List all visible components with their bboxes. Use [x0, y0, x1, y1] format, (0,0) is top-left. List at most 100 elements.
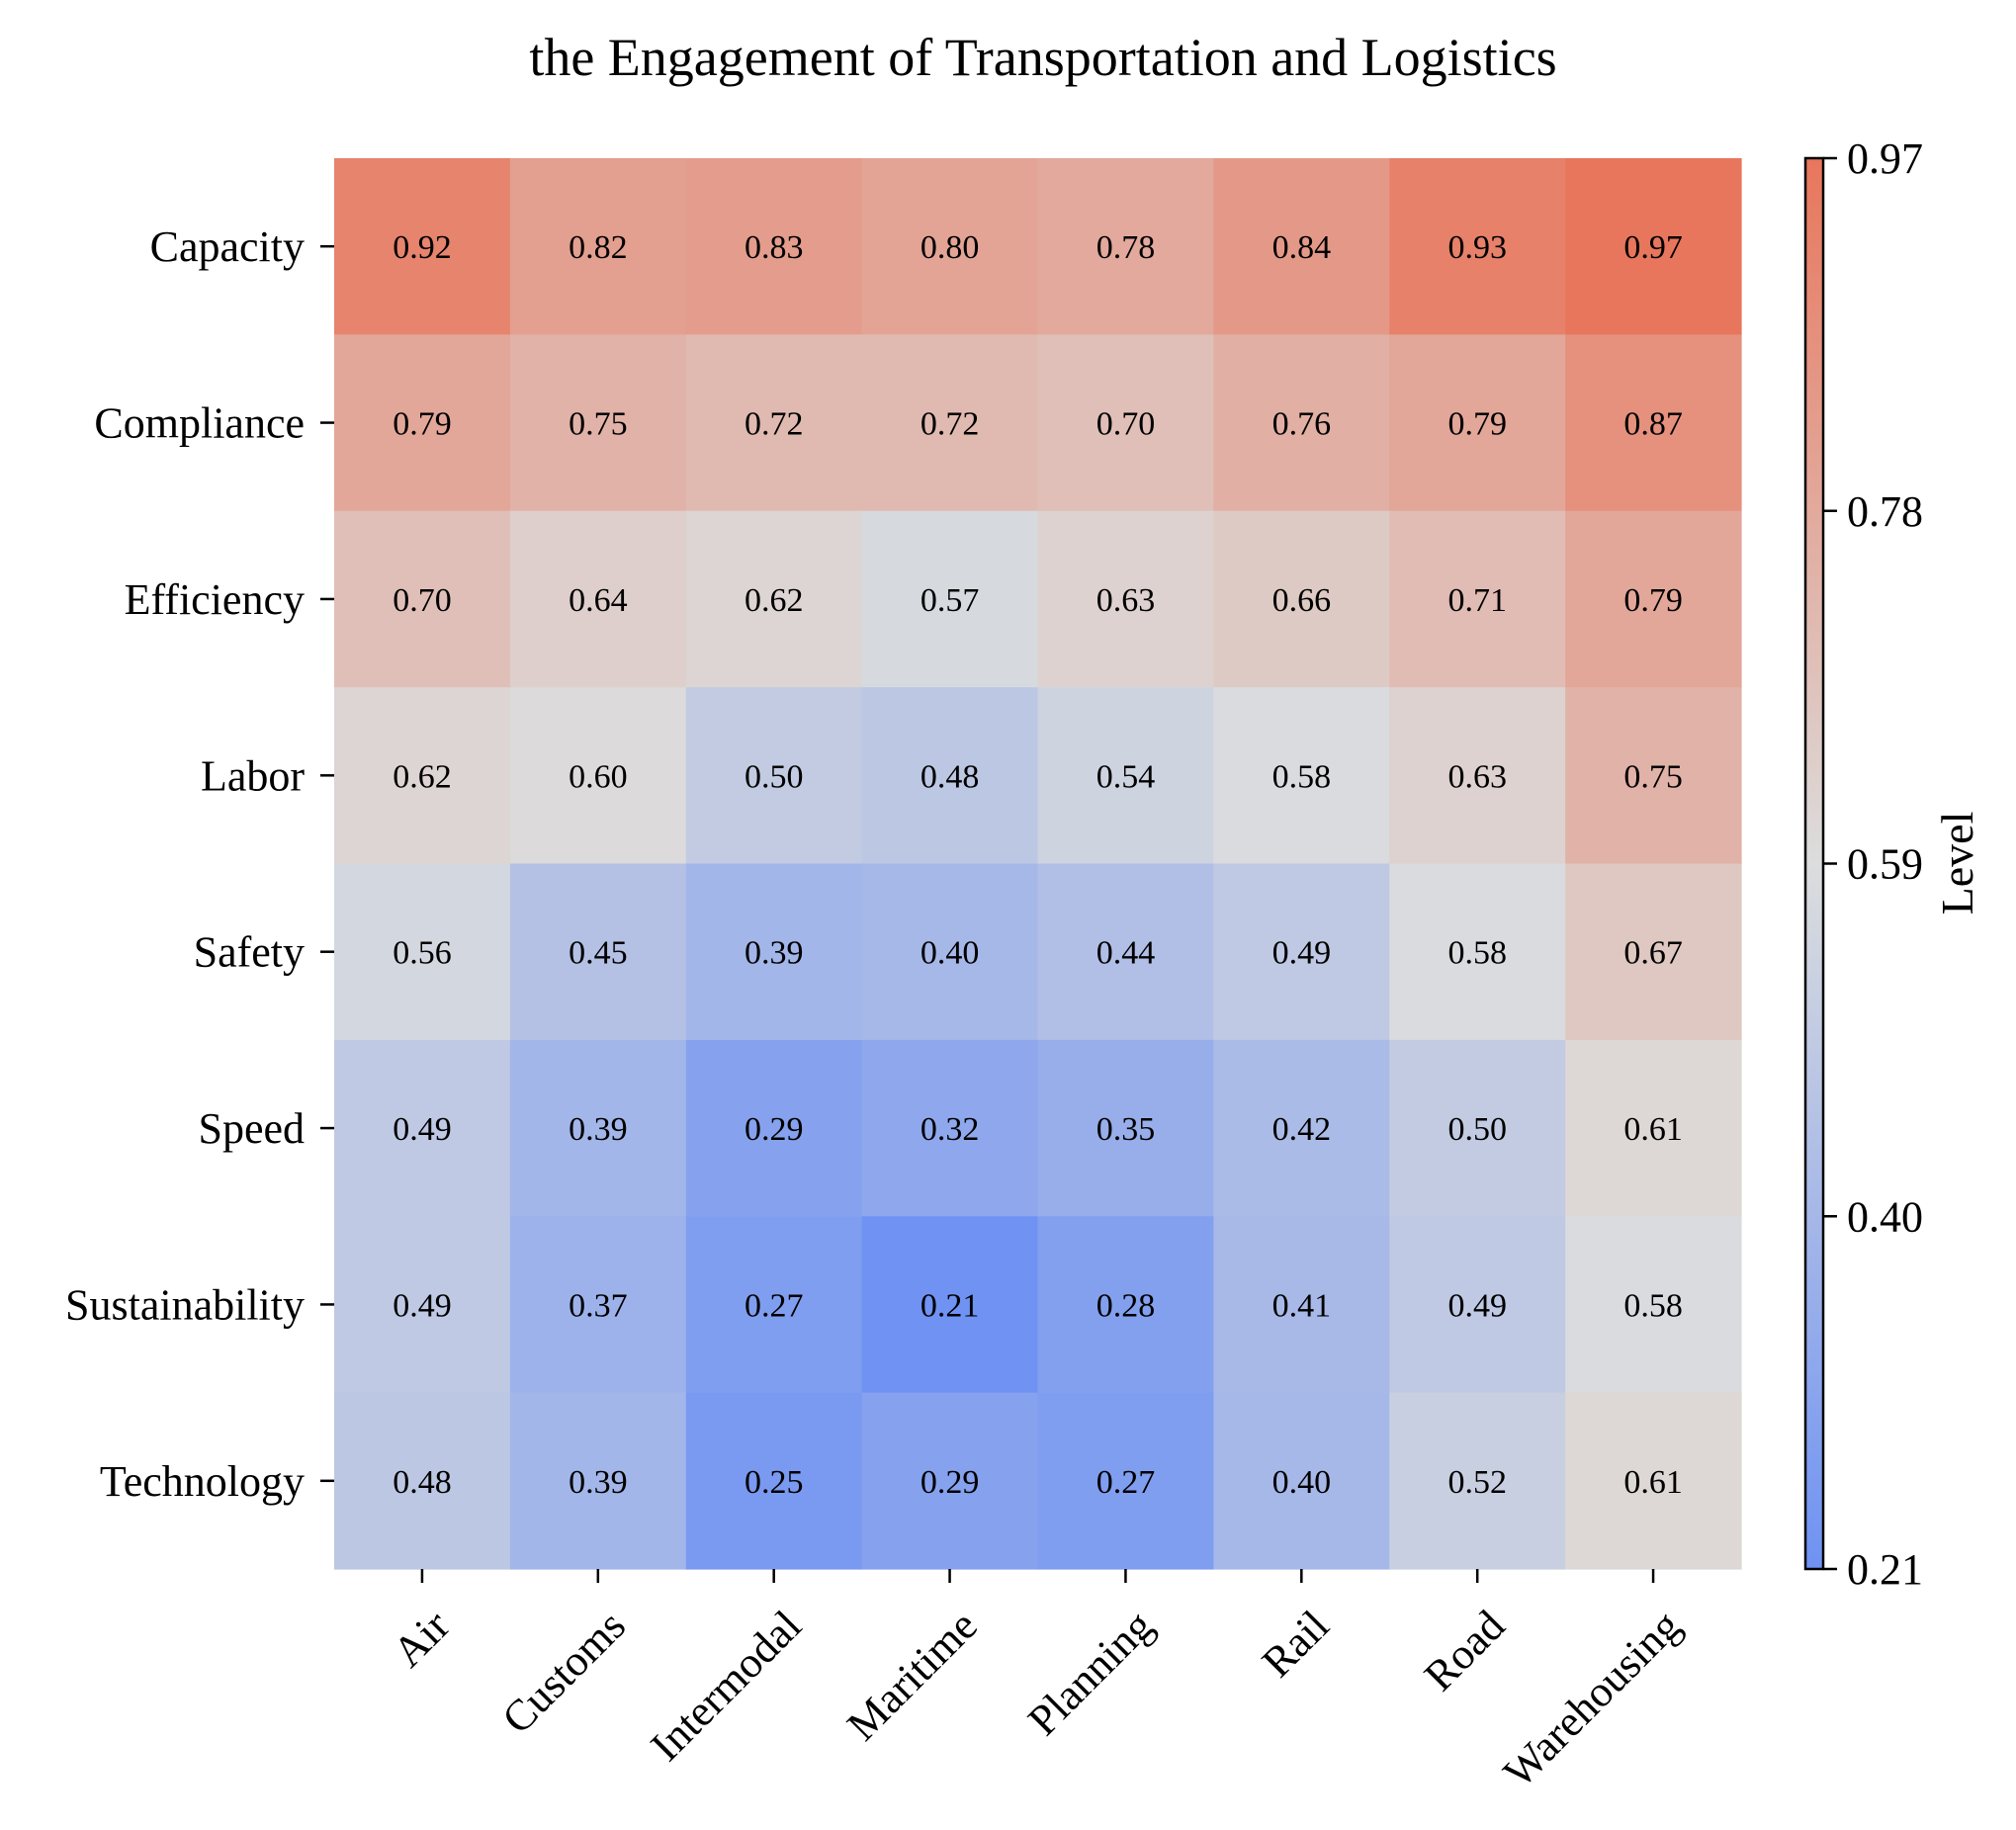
cell-value-label: 0.37 [569, 1287, 628, 1324]
colorbar-gradient-bar [1803, 156, 1825, 1571]
heatmap-cell [685, 687, 863, 865]
heatmap-cell [1213, 1392, 1390, 1570]
y-tick-label: Labor [201, 751, 305, 800]
cell-value-label: 0.49 [1447, 1287, 1507, 1324]
cell-value-label: 0.57 [920, 582, 980, 619]
cell-value-label: 0.82 [569, 229, 628, 266]
cell-value-label: 0.44 [1096, 935, 1156, 972]
cell-value-label: 0.50 [1447, 1111, 1507, 1148]
heatmap-cell [1037, 158, 1214, 335]
heatmap-cell [861, 334, 1039, 512]
cell-value-label: 0.78 [1096, 229, 1156, 266]
heatmap-cell [861, 687, 1039, 865]
cell-value-label: 0.79 [1447, 406, 1507, 443]
cell-value-label: 0.27 [1096, 1464, 1156, 1501]
cell-value-label: 0.75 [569, 406, 628, 443]
x-tick-label: Intermodal [642, 1601, 811, 1770]
cell-value-label: 0.40 [920, 935, 980, 972]
y-tick-label: Capacity [150, 222, 305, 271]
cell-value-label: 0.45 [569, 935, 628, 972]
heatmap-cell [509, 1392, 687, 1570]
heatmap-cell [1037, 1392, 1214, 1570]
cell-value-label: 0.97 [1623, 229, 1683, 266]
cell-value-label: 0.56 [393, 935, 452, 972]
heatmap-cell [334, 1392, 511, 1570]
cell-value-label: 0.72 [920, 406, 980, 443]
x-tick-label: Warehousing [1494, 1601, 1690, 1796]
cell-value-label: 0.92 [393, 229, 452, 266]
heatmap-cell [1389, 334, 1566, 512]
heatmap-cell [861, 1216, 1039, 1394]
heatmap-cell [334, 1216, 511, 1394]
heatmap-cell [1389, 863, 1566, 1041]
heatmap-cell [509, 1039, 687, 1217]
heatmap-cell [861, 1039, 1039, 1217]
x-tick-label: Customs [492, 1601, 635, 1743]
cell-value-label: 0.62 [745, 582, 804, 619]
heatmap-cell [509, 863, 687, 1041]
heatmap-cell [685, 334, 863, 512]
heatmap-cell [509, 510, 687, 688]
heatmap-cell [685, 510, 863, 688]
y-tick-label: Safety [194, 928, 305, 977]
cell-value-labels: 0.92 0.82 0.83 0.80 0.78 0.84 0.93 0.97 0.79 0.75… [393, 229, 1683, 1501]
colorbar-tick-label: 0.97 [1847, 134, 1923, 183]
cell-value-label: 0.52 [1447, 1464, 1507, 1501]
heatmap-cell [509, 334, 687, 512]
cell-value-label: 0.29 [745, 1111, 804, 1148]
heatmap-cell [1565, 1039, 1742, 1217]
y-axis: Capacity Compliance Efficiency Labor Safety S… [65, 222, 334, 1506]
heatmap-cell [861, 158, 1039, 335]
heatmap-cell [1565, 158, 1742, 335]
cell-value-label: 0.48 [920, 758, 980, 795]
heatmap-cell [1565, 1392, 1742, 1570]
cell-value-label: 0.63 [1096, 582, 1156, 619]
heatmap-cell [685, 1039, 863, 1217]
heatmap-cell [861, 510, 1039, 688]
cell-value-label: 0.49 [1272, 935, 1332, 972]
cell-value-label: 0.32 [920, 1111, 980, 1148]
cell-value-label: 0.35 [1096, 1111, 1156, 1148]
heatmap-cell [1037, 334, 1214, 512]
cell-value-label: 0.39 [569, 1464, 628, 1501]
cell-value-label: 0.58 [1272, 758, 1332, 795]
cell-value-label: 0.63 [1447, 758, 1507, 795]
cell-value-label: 0.72 [745, 406, 804, 443]
heatmap-cell [1389, 510, 1566, 688]
cell-value-label: 0.27 [745, 1287, 804, 1324]
cell-value-label: 0.40 [1272, 1464, 1332, 1501]
heatmap-cell [509, 1216, 687, 1394]
heatmap-cell [1213, 158, 1390, 335]
heatmap-cell [334, 687, 511, 865]
cell-value-label: 0.28 [1096, 1287, 1156, 1324]
heatmap-cell [1213, 863, 1390, 1041]
y-tick-label: Technology [100, 1457, 305, 1506]
cell-value-label: 0.49 [393, 1111, 452, 1148]
cell-value-label: 0.80 [920, 229, 980, 266]
cell-value-label: 0.58 [1623, 1287, 1683, 1324]
heatmap-cell [334, 510, 511, 688]
cell-value-label: 0.70 [1096, 406, 1156, 443]
cell-value-label: 0.93 [1447, 229, 1507, 266]
cell-value-label: 0.67 [1623, 935, 1683, 972]
heatmap-cell [334, 158, 511, 335]
cell-value-label: 0.87 [1623, 406, 1683, 443]
heatmap-cell [1565, 863, 1742, 1041]
cell-value-label: 0.84 [1272, 229, 1332, 266]
cell-value-label: 0.60 [569, 758, 628, 795]
heatmap-cell [1037, 510, 1214, 688]
heatmap-cell [1565, 1216, 1742, 1394]
colorbar-tick-label: 0.78 [1847, 487, 1923, 536]
cell-value-label: 0.70 [393, 582, 452, 619]
cell-value-label: 0.76 [1272, 406, 1332, 443]
heatmap-cell [1389, 1039, 1566, 1217]
heatmap-cell [685, 1216, 863, 1394]
cell-value-label: 0.58 [1447, 935, 1507, 972]
cell-value-label: 0.39 [745, 935, 804, 972]
heatmap-cell [1213, 334, 1390, 512]
cell-value-label: 0.75 [1623, 758, 1683, 795]
heatmap-cell [861, 863, 1039, 1041]
cell-value-label: 0.50 [745, 758, 804, 795]
cell-value-label: 0.49 [393, 1287, 452, 1324]
